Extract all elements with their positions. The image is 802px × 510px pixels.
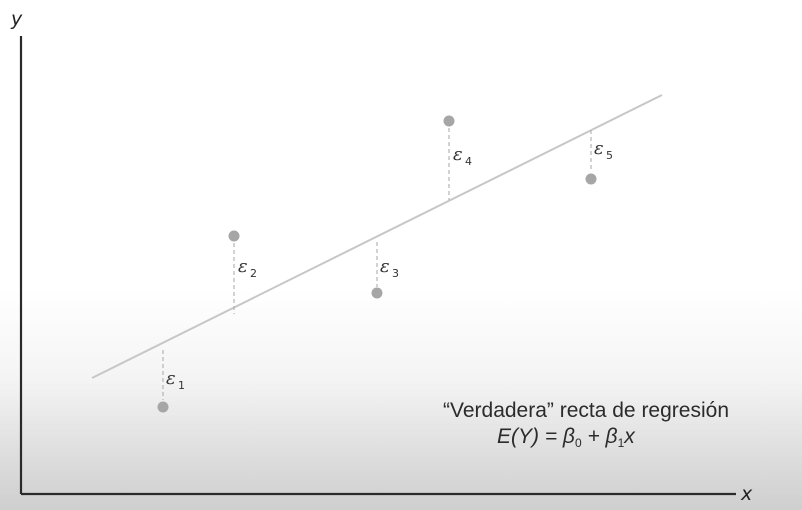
residual-label-4: ε 4 (453, 144, 472, 168)
observation-point-4 (443, 115, 455, 127)
equation-mid: + β (581, 425, 618, 448)
y-axis-label: y (10, 8, 23, 30)
observation-point-2 (228, 230, 240, 242)
observation-point-1 (157, 401, 169, 413)
residual-symbol: ε (238, 256, 248, 277)
residual-index: 1 (178, 379, 185, 392)
residual-index: 4 (465, 155, 472, 168)
residual-index: 3 (392, 267, 399, 280)
residual-index: 5 (606, 149, 613, 162)
beta0-subscript: 0 (574, 436, 582, 450)
residual-symbol: ε (166, 368, 176, 389)
residual-index: 2 (250, 267, 257, 280)
regression-line (91, 94, 663, 379)
residual-symbol: ε (380, 256, 390, 277)
observation-point-3 (371, 287, 383, 299)
residual-label-3: ε 3 (380, 256, 399, 280)
residual-label-1: ε 1 (166, 368, 185, 392)
residual-symbol: ε (453, 144, 463, 165)
observation-point-5 (585, 173, 597, 185)
equation-lhs: E(Y) = β (497, 425, 575, 448)
equation-rhs: x (624, 425, 635, 448)
residual-symbol: ε (594, 138, 604, 159)
residual-label-5: ε 5 (594, 138, 613, 162)
beta1-subscript: 1 (617, 436, 625, 450)
regression-caption: “Verdadera” recta de regresión E(Y) = β0… (443, 398, 783, 456)
regression-equation: E(Y) = β0 + β1x (497, 424, 783, 456)
caption-title: “Verdadera” recta de regresión (443, 399, 729, 422)
x-axis-label: x (740, 483, 753, 505)
residual-label-2: ε 2 (238, 256, 257, 280)
